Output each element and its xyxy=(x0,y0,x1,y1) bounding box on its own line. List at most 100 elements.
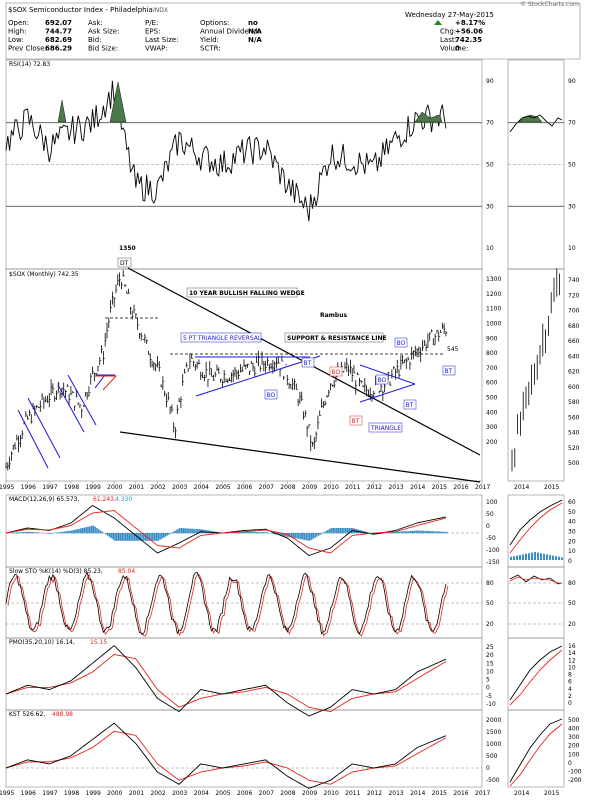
year-label: 2008 xyxy=(280,484,295,491)
macd-hist-bar xyxy=(409,530,412,534)
price-label: $SOX (Monthly) 742.35 xyxy=(9,271,79,278)
sto-panel xyxy=(5,571,563,637)
year-label-bottom: 2013 xyxy=(388,790,403,797)
year-label: 2012 xyxy=(367,484,382,491)
sto-label: Slow STO %K(14) %D(3) 85.23, xyxy=(9,568,103,575)
quote-value: N/A xyxy=(248,28,262,36)
quote-label: Bid Size: xyxy=(88,45,118,53)
kst-tick: 1000 xyxy=(486,741,501,748)
rsi-overbought-fill xyxy=(414,111,443,123)
macd-hist-bar xyxy=(117,533,120,541)
macd-signal-mini xyxy=(509,502,563,554)
macd-hist-bar-mini xyxy=(534,552,536,560)
macd-hist-bar xyxy=(404,531,407,534)
macd-hist-bar xyxy=(346,528,349,534)
macd-hist-bar xyxy=(278,533,280,536)
macd-hist-bar xyxy=(72,530,75,534)
macd-tick: -50 xyxy=(486,535,496,542)
pmo-tick: -5 xyxy=(486,693,492,700)
credit: © StockCharts.com xyxy=(520,1,579,8)
sto-k-mini xyxy=(509,574,563,585)
tag-box xyxy=(442,365,456,376)
pmo-tick: 15 xyxy=(486,660,494,667)
tag-label: BT xyxy=(406,402,414,409)
tag-label: BO xyxy=(378,377,387,384)
quote-value: 686.29 xyxy=(45,45,72,53)
macd-hist-bar-mini xyxy=(531,552,533,560)
mini-year-label: 2015 xyxy=(544,484,559,491)
rsi-tick-mini: 10 xyxy=(568,245,576,252)
macd-hist-bar xyxy=(15,532,17,534)
year-label-bottom: 2002 xyxy=(150,790,165,797)
up-arrow-icon xyxy=(434,20,442,25)
sto-d-line xyxy=(7,573,449,637)
macd-hist-bar xyxy=(267,532,270,534)
macd-hist-bar xyxy=(188,528,190,534)
macd-hist-bar xyxy=(285,533,288,537)
kst-tick: -500 xyxy=(486,777,500,784)
macd-hist-bar xyxy=(402,531,405,534)
macd-hist-bar xyxy=(350,528,352,534)
macd-hist-bar xyxy=(296,533,298,539)
macd-hist-bar xyxy=(325,531,327,534)
macd-line-mini xyxy=(509,499,563,546)
macd-hist-bar xyxy=(87,526,89,534)
year-label: 1995 xyxy=(0,484,14,491)
macd-hist-bar xyxy=(417,530,419,534)
macd-hist-bar xyxy=(316,533,318,537)
macd-hist-bar xyxy=(25,531,28,534)
pmo-signal-line xyxy=(5,653,447,713)
rsi-line xyxy=(5,80,447,222)
author-label: Rambus xyxy=(320,312,347,319)
price-annotations: 1350 DT 10 YEAR BULLISH FALLING WEDGE Ra… xyxy=(17,245,481,483)
macd-hist-bar xyxy=(305,533,307,541)
macd-hist-bar xyxy=(368,532,371,534)
year-label: 2009 xyxy=(302,484,317,491)
macd-hist-bar xyxy=(411,530,414,534)
quote-header: $SOX Semiconductor Index - Philadelphia … xyxy=(5,1,581,60)
macd-hist-bar xyxy=(397,531,399,534)
sto-tick: 20 xyxy=(486,621,494,628)
pmo-line xyxy=(5,644,447,717)
year-label-bottom: 2004 xyxy=(194,790,209,797)
sto-k-line xyxy=(5,571,447,635)
quote-col-pe-eps: P/E:EPS:Last Size:VWAP: xyxy=(145,19,179,53)
mini-year-label-bottom: 2015 xyxy=(544,790,559,797)
macd-hist-bar xyxy=(143,533,145,541)
macd-hist-bar xyxy=(132,533,134,541)
kst-tick-mini: 500 xyxy=(568,717,580,724)
macd-hist-bar xyxy=(314,533,316,538)
quote-value: +8.17% xyxy=(455,19,485,27)
macd-hist-bar xyxy=(76,529,78,534)
price-tick-mini: 500 xyxy=(568,460,580,467)
macd-hist-bar xyxy=(90,525,93,534)
macd-hist-bar xyxy=(83,527,86,534)
price-tick-mini: 740 xyxy=(568,277,580,284)
rsi-tick-mini: 90 xyxy=(568,78,576,85)
pmo-tick: 5 xyxy=(486,677,490,684)
year-label: 2015 xyxy=(432,484,447,491)
year-label-bottom: 2008 xyxy=(280,790,295,797)
price-tick-mini: 700 xyxy=(568,308,580,315)
year-label: 2013 xyxy=(388,484,403,491)
year-label: 1996 xyxy=(21,484,36,491)
pmo-tick-mini: 0 xyxy=(568,700,572,707)
sto-tick-mini: 20 xyxy=(568,621,576,628)
macd-hist-bar xyxy=(79,528,82,534)
triangle5-lower-line xyxy=(195,355,321,397)
price-tick-mini: 620 xyxy=(568,369,580,376)
macd-hist-bar xyxy=(234,532,237,534)
price-tick: 600 xyxy=(486,380,498,387)
macd-hist-bar xyxy=(408,531,410,534)
macd-hist-bar xyxy=(445,531,448,534)
kst-tick: 1500 xyxy=(486,729,501,736)
tag-label: BO xyxy=(267,392,276,399)
kst-line-mini xyxy=(509,718,563,783)
tag-label: BO xyxy=(397,340,406,347)
quote-value: N/A xyxy=(248,36,262,44)
macd-hist-bar xyxy=(312,533,315,539)
price-tick: 400 xyxy=(486,409,498,416)
pmo-tick-mini: 12 xyxy=(568,657,576,664)
quote-value: 744.77 xyxy=(45,28,72,36)
